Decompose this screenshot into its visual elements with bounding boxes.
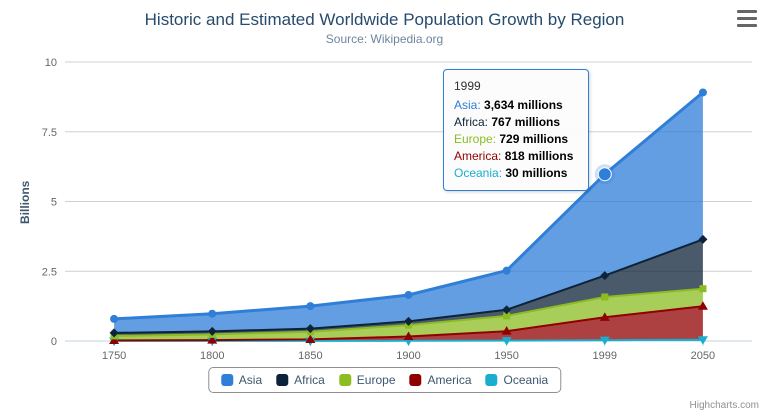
tooltip-value: 818 millions bbox=[504, 149, 574, 163]
area-america[interactable] bbox=[114, 306, 703, 341]
tooltip-series-label: Asia: bbox=[454, 98, 481, 112]
y-axis-tick-label: 10 bbox=[45, 57, 57, 69]
tooltip-value: 30 millions bbox=[505, 166, 568, 180]
marker-europe-2050[interactable] bbox=[699, 285, 707, 293]
marker-asia-1800[interactable] bbox=[208, 309, 217, 318]
marker-africa-2050[interactable] bbox=[698, 234, 708, 244]
tooltip-series-label: Oceania: bbox=[454, 166, 503, 180]
tooltip-value: 767 millions bbox=[491, 115, 561, 129]
marker-asia-2050[interactable] bbox=[698, 88, 707, 97]
marker-asia-1950[interactable] bbox=[502, 266, 511, 275]
legend: Asia Africa Europe America Oceania bbox=[207, 367, 562, 393]
x-axis-tick-label: 1900 bbox=[396, 350, 420, 362]
hamburger-icon bbox=[737, 24, 757, 27]
marker-america-1750[interactable] bbox=[109, 335, 120, 344]
tooltip-series-label: Europe: bbox=[454, 132, 497, 146]
legend-label-asia: Asia bbox=[238, 373, 263, 387]
export-menu-button[interactable] bbox=[737, 10, 757, 27]
marker-asia-1850[interactable] bbox=[306, 302, 315, 311]
marker-america-1950[interactable] bbox=[501, 326, 512, 335]
legend-swatch-america bbox=[409, 374, 422, 386]
area-asia[interactable] bbox=[114, 92, 703, 333]
tooltip: 1999 Asia: 3,634 millions Africa: 767 mi… bbox=[443, 69, 589, 191]
marker-africa-1900[interactable] bbox=[404, 316, 413, 326]
marker-africa-1850[interactable] bbox=[305, 324, 315, 334]
marker-europe-1999[interactable] bbox=[601, 293, 609, 301]
hamburger-icon bbox=[737, 10, 757, 13]
area-africa[interactable] bbox=[114, 239, 703, 336]
legend-swatch-europe bbox=[338, 374, 351, 386]
legend-label-europe: Europe bbox=[356, 373, 396, 387]
marker-africa-1950[interactable] bbox=[502, 305, 512, 315]
x-axis-tick-label: 1999 bbox=[593, 350, 617, 362]
tooltip-row: Africa: 767 millions bbox=[454, 114, 578, 131]
x-axis-tick-label: 1850 bbox=[298, 350, 322, 362]
y-axis-tick-label: 2.5 bbox=[42, 266, 57, 278]
x-axis-tick-label: 2050 bbox=[691, 350, 715, 362]
tooltip-value: 3,634 millions bbox=[484, 98, 563, 112]
legend-swatch-africa bbox=[276, 374, 289, 386]
legend-label-africa: Africa bbox=[294, 373, 325, 387]
legend-item-europe[interactable]: Europe bbox=[338, 373, 396, 387]
marker-america-1999[interactable] bbox=[599, 312, 610, 321]
tooltip-header: 1999 bbox=[454, 79, 481, 93]
legend-label-oceania: Oceania bbox=[503, 373, 549, 387]
tooltip-value: 729 millions bbox=[499, 132, 569, 146]
legend-item-america[interactable]: America bbox=[409, 373, 472, 387]
tooltip-row: Asia: 3,634 millions bbox=[454, 97, 578, 114]
legend-swatch-oceania bbox=[485, 374, 498, 386]
y-axis-title: Billions bbox=[18, 180, 32, 224]
tooltip-row: America: 818 millions bbox=[454, 148, 578, 165]
tooltip-series-label: Africa: bbox=[454, 115, 489, 129]
tooltip-row: Europe: 729 millions bbox=[454, 131, 578, 148]
y-axis-tick-label: 7.5 bbox=[42, 127, 57, 139]
chart-subtitle: Source: Wikipedia.org bbox=[325, 32, 444, 46]
marker-asia-1999[interactable] bbox=[597, 167, 612, 182]
marker-america-1800[interactable] bbox=[207, 335, 218, 344]
credits-link[interactable]: Highcharts.com bbox=[689, 400, 759, 411]
marker-asia-1750[interactable] bbox=[110, 314, 119, 323]
x-axis-tick-label: 1950 bbox=[494, 350, 518, 362]
marker-africa-1800[interactable] bbox=[207, 326, 217, 336]
legend-item-asia[interactable]: Asia bbox=[220, 373, 263, 387]
marker-oceania-1950[interactable] bbox=[501, 337, 512, 346]
marker-america-1850[interactable] bbox=[305, 334, 316, 343]
y-axis-tick-label: 0 bbox=[51, 336, 57, 348]
legend-label-america: America bbox=[427, 373, 472, 387]
marker-africa-1999[interactable] bbox=[600, 271, 610, 281]
marker-oceania-2050[interactable] bbox=[697, 336, 708, 345]
legend-item-africa[interactable]: Africa bbox=[276, 373, 325, 387]
marker-america-2050[interactable] bbox=[697, 301, 708, 310]
x-axis-tick-label: 1800 bbox=[200, 350, 224, 362]
y-axis-tick-label: 5 bbox=[51, 197, 57, 209]
marker-africa-1750[interactable] bbox=[109, 328, 119, 338]
marker-asia-1900[interactable] bbox=[404, 290, 413, 299]
hamburger-icon bbox=[737, 17, 757, 20]
marker-america-1900[interactable] bbox=[403, 331, 414, 340]
marker-europe-1950[interactable] bbox=[503, 312, 511, 320]
legend-item-oceania[interactable]: Oceania bbox=[485, 373, 549, 387]
marker-oceania-1999[interactable] bbox=[599, 336, 610, 346]
tooltip-series-label: America: bbox=[454, 149, 502, 163]
chart-title: Historic and Estimated Worldwide Populat… bbox=[144, 10, 625, 29]
x-axis-tick-label: 1750 bbox=[102, 350, 126, 362]
legend-swatch-asia bbox=[220, 374, 233, 386]
tooltip-row: Oceania: 30 millions bbox=[454, 165, 578, 182]
